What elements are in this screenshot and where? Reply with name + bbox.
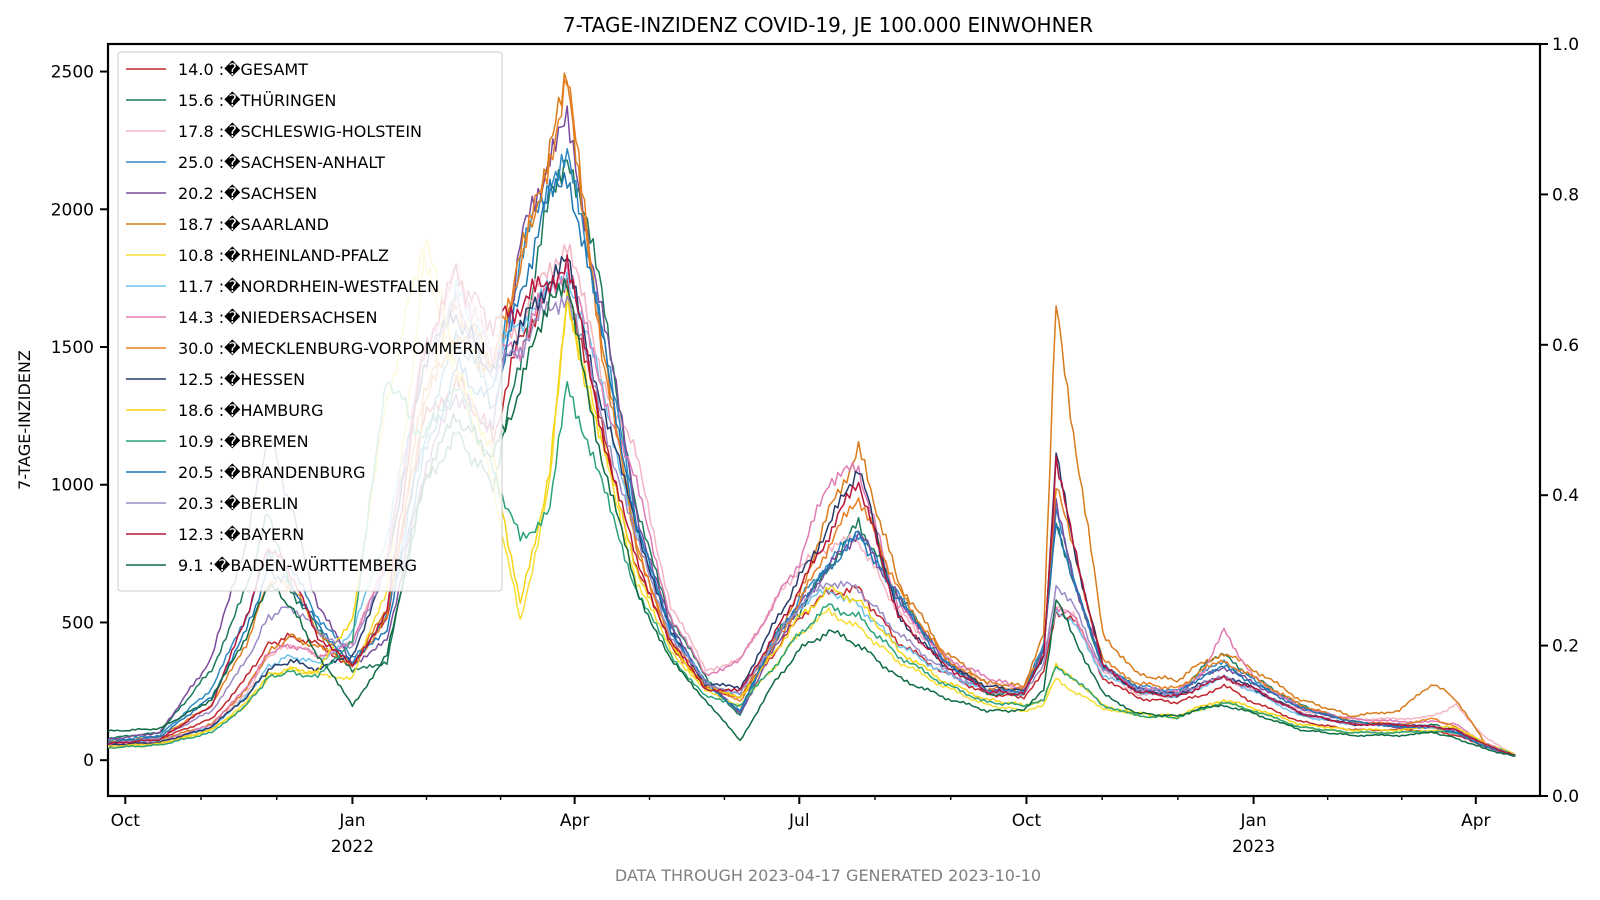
y2-tick-label: 1.0	[1552, 35, 1579, 55]
legend-entry: 12.3 :�BAYERN	[178, 525, 304, 544]
legend-entry: 15.6 :�THÜRINGEN	[178, 91, 336, 110]
x-tick-label: Apr	[1461, 811, 1490, 831]
footer-note: DATA THROUGH 2023-04-17 GENERATED 2023-1…	[615, 866, 1041, 885]
plot-border	[106, 42, 1542, 798]
x-tick-label: Oct	[1012, 811, 1042, 831]
legend-entry: 10.9 :�BREMEN	[178, 432, 309, 451]
legend-entry: 10.8 :�RHEINLAND-PFALZ	[178, 246, 389, 265]
legend-entry: 17.8 :�SCHLESWIG-HOLSTEIN	[178, 122, 422, 141]
legend-entry: 18.7 :�SAARLAND	[178, 215, 329, 234]
legend-entry: 14.3 :�NIEDERSACHSEN	[178, 308, 377, 327]
y-axis-label: 7-TAGE-INZIDENZ	[15, 350, 34, 490]
y-tick-label: 0	[83, 751, 94, 771]
legend-entry: 9.1 :�BADEN-WÜRTTEMBERG	[178, 556, 417, 575]
y-tick-label: 1000	[51, 476, 94, 496]
x-tick-year-label: 2023	[1232, 837, 1275, 857]
y2-tick-label: 0.8	[1552, 185, 1579, 205]
legend-entry: 20.5 :�BRANDENBURG	[178, 463, 365, 482]
series-line	[107, 78, 1516, 757]
y2-tick-label: 0.4	[1552, 486, 1579, 506]
legend-entry: 14.0 :�GESAMT	[178, 60, 308, 79]
x-tick-label: Jan	[338, 811, 365, 831]
legend-entry: 30.0 :�MECKLENBURG-VORPOMMERN	[178, 339, 486, 358]
y2-tick-label: 0.6	[1552, 336, 1579, 356]
x-tick-label: Oct	[111, 811, 141, 831]
x-tick-year-label: 2022	[331, 837, 374, 857]
series-line	[107, 263, 1516, 756]
chart-title: 7-TAGE-INZIDENZ COVID-19, JE 100.000 EIN…	[563, 13, 1093, 37]
y-tick-label: 500	[62, 613, 94, 633]
x-tick-label: Jan	[1239, 811, 1266, 831]
series-line	[107, 381, 1516, 756]
series-line	[107, 254, 1516, 756]
plot-frame	[106, 42, 1542, 798]
legend-box	[117, 51, 503, 592]
y-tick-label: 1500	[51, 338, 94, 358]
y2-tick-label: 0.2	[1552, 637, 1579, 657]
series-line	[107, 278, 1516, 757]
series-line	[107, 238, 1516, 756]
y2-tick-label: 0.0	[1552, 787, 1579, 807]
x-axis-ticks: Oct Jan 2022 Apr Jul Oct Jan 2023 Apr	[111, 796, 1491, 857]
secondary-y-axis-ticks: 0.0 0.2 0.4 0.6 0.8 1.0	[1540, 35, 1579, 807]
legend-entry: 11.7 :�NORDRHEIN-WESTFALEN	[178, 277, 439, 296]
y-tick-label: 2500	[51, 63, 94, 83]
y-axis-ticks: 0 500 1000 1500 2000 2500	[51, 63, 108, 771]
legend: 14.0 :�GESAMT 15.6 :�THÜRINGEN 17.8 :�SCHL…	[117, 51, 503, 592]
series-layer	[107, 72, 1516, 757]
legend-entry: 20.3 :�BERLIN	[178, 494, 298, 513]
x-tick-label: Jul	[788, 811, 810, 831]
legend-entry: 25.0 :�SACHSEN-ANHALT	[178, 153, 385, 172]
x-tick-label: Apr	[560, 811, 589, 831]
series-line	[107, 270, 1516, 756]
legend-entry: 20.2 :�SACHSEN	[178, 184, 317, 203]
y-tick-label: 2000	[51, 200, 94, 220]
legend-entry: 18.6 :�HAMBURG	[178, 401, 324, 420]
series-line	[107, 72, 1516, 757]
legend-entry: 12.5 :�HESSEN	[178, 370, 305, 389]
